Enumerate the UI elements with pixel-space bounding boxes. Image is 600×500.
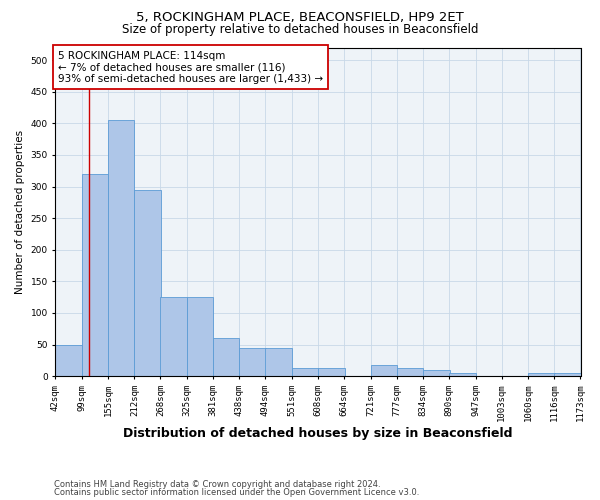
Bar [239,348,266,376]
Bar [160,297,187,376]
Bar [554,373,581,376]
Bar [449,373,476,376]
Bar [55,344,82,376]
Bar [318,368,344,376]
Bar [528,373,554,376]
Text: 5 ROCKINGHAM PLACE: 114sqm
← 7% of detached houses are smaller (116)
93% of semi: 5 ROCKINGHAM PLACE: 114sqm ← 7% of detac… [58,50,323,84]
X-axis label: Distribution of detached houses by size in Beaconsfield: Distribution of detached houses by size … [123,427,513,440]
Text: Contains HM Land Registry data © Crown copyright and database right 2024.: Contains HM Land Registry data © Crown c… [54,480,380,489]
Text: 5, ROCKINGHAM PLACE, BEACONSFIELD, HP9 2ET: 5, ROCKINGHAM PLACE, BEACONSFIELD, HP9 2… [136,11,464,24]
Text: Contains public sector information licensed under the Open Government Licence v3: Contains public sector information licen… [54,488,419,497]
Bar [292,368,318,376]
Bar [187,297,213,376]
Bar [397,368,423,376]
Y-axis label: Number of detached properties: Number of detached properties [15,130,25,294]
Text: Size of property relative to detached houses in Beaconsfield: Size of property relative to detached ho… [122,24,478,36]
Bar [265,348,292,376]
Bar [213,338,239,376]
Bar [134,190,161,376]
Bar [371,365,397,376]
Bar [423,370,449,376]
Bar [82,174,109,376]
Bar [108,120,134,376]
